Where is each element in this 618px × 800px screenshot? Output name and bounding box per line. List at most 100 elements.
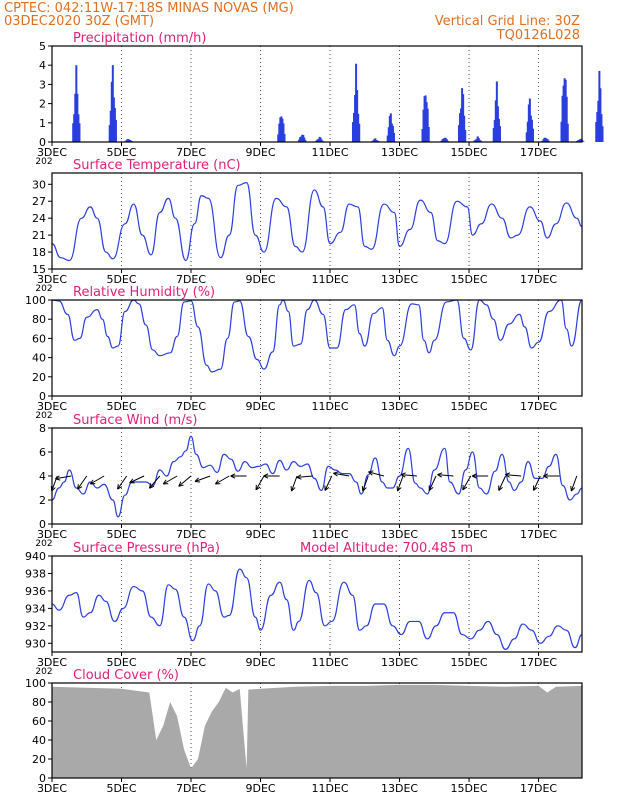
wind-arrow	[149, 475, 161, 489]
precip-bar	[492, 128, 495, 142]
precip-bar	[75, 65, 78, 142]
precip-bar	[443, 137, 446, 142]
precip-bar	[108, 125, 111, 142]
precip-bar	[561, 95, 564, 142]
y-tick-label: 15	[32, 263, 46, 276]
precip-bar	[477, 138, 480, 142]
precip-bar	[111, 65, 114, 142]
precip-bar	[599, 88, 602, 142]
y-tick-label: 60	[32, 332, 46, 345]
wind-arrow	[498, 475, 506, 491]
header-model: TQ0126L028	[496, 28, 580, 43]
precip-bar	[582, 141, 585, 142]
header-grid-line: Vertical Grid Line: 30Z	[435, 14, 580, 29]
x-tick-label: 5DEC	[106, 528, 136, 541]
precip-bar	[317, 138, 320, 142]
x-tick-label: 13DEC	[381, 146, 418, 159]
wind-arrow	[178, 475, 192, 487]
y-tick-label: 18	[32, 246, 46, 259]
x-year-label: 202	[35, 539, 52, 549]
precip-bar	[546, 139, 549, 142]
y-tick-label: 938	[25, 567, 46, 580]
precip-bar	[282, 123, 285, 142]
precip-bar	[78, 123, 81, 142]
precip-bar	[461, 88, 464, 142]
wind-arrow	[362, 475, 369, 492]
y-tick-label: 1	[39, 117, 46, 130]
precip-bar	[601, 126, 604, 142]
cloud-area	[52, 684, 582, 778]
precip-bar	[376, 140, 379, 142]
precip-bar	[126, 139, 129, 142]
wind-arrow	[400, 474, 417, 477]
wind-arrow	[324, 475, 333, 491]
precip-bar	[478, 139, 481, 142]
precip-bar	[544, 137, 547, 142]
precip-bar	[579, 138, 582, 142]
precip-bar	[298, 139, 301, 142]
panel-2	[48, 299, 583, 400]
wind-arrow-head	[77, 486, 83, 490]
y-tick-label: 60	[32, 715, 46, 728]
precip-bar	[493, 119, 496, 142]
precip-bar	[302, 134, 305, 142]
precip-bar	[476, 136, 479, 142]
y-tick-label: 8	[39, 422, 46, 435]
precip-bar	[112, 97, 115, 142]
precip-bar	[304, 140, 307, 142]
precip-bar	[110, 81, 113, 142]
precip-bar	[76, 93, 79, 142]
x-tick-label: 7DEC	[176, 782, 206, 795]
wind-arrow-head	[263, 473, 269, 477]
wind-arrow-head	[570, 486, 572, 492]
x-tick-label: 9DEC	[245, 400, 275, 413]
y-tick-label: 4	[39, 470, 46, 483]
precip-bar	[597, 100, 600, 142]
wind-arrow-head	[194, 477, 199, 482]
x-tick-label: 3DEC	[37, 273, 67, 286]
precip-bar	[497, 118, 500, 142]
precip-bar	[596, 111, 599, 142]
wind-arrow	[505, 474, 522, 477]
precip-bar	[560, 121, 563, 142]
wind-arrow-head	[214, 479, 219, 485]
y-tick-label: 100	[25, 677, 46, 690]
wind-arrow-head	[178, 484, 184, 487]
wind-arrow-head	[396, 486, 399, 492]
precip-bar	[387, 127, 390, 142]
y-tick-label: 24	[32, 212, 46, 225]
x-tick-label: 13DEC	[381, 400, 418, 413]
precip-bar	[319, 137, 322, 142]
precip-bar	[547, 140, 550, 142]
wind-arrows	[50, 470, 578, 492]
x-tick-label: 11DEC	[311, 656, 348, 669]
wind-arrow-head	[361, 486, 364, 492]
x-tick-label: 15DEC	[450, 528, 487, 541]
precip-bars	[72, 63, 604, 143]
precip-bar	[279, 117, 282, 142]
precip-bar	[460, 108, 463, 142]
x-tick-label: 3DEC	[37, 656, 67, 669]
precip-bar	[351, 122, 354, 142]
x-tick-label: 9DEC	[245, 656, 275, 669]
x-tick-label: 17DEC	[520, 273, 557, 286]
precip-bar	[595, 122, 598, 142]
precip-bar	[526, 121, 529, 142]
wind-arrow	[163, 475, 178, 485]
wind-arrow-head	[55, 478, 61, 481]
precip-bar	[72, 123, 75, 142]
precip-bar	[462, 94, 465, 142]
wind-arrow-head	[543, 473, 549, 477]
y-tick-label: 0	[39, 136, 46, 149]
series-line	[51, 435, 583, 518]
panel-frame	[51, 682, 583, 779]
precip-bar	[390, 123, 393, 142]
precip-bar	[280, 116, 283, 142]
precip-bar	[545, 138, 548, 142]
wind-arrow	[77, 475, 88, 490]
precip-bar	[283, 134, 286, 142]
x-tick-label: 9DEC	[245, 273, 275, 286]
wind-arrow-head	[570, 487, 576, 492]
y-tick-label: 930	[25, 637, 46, 650]
precip-bar	[355, 63, 358, 143]
